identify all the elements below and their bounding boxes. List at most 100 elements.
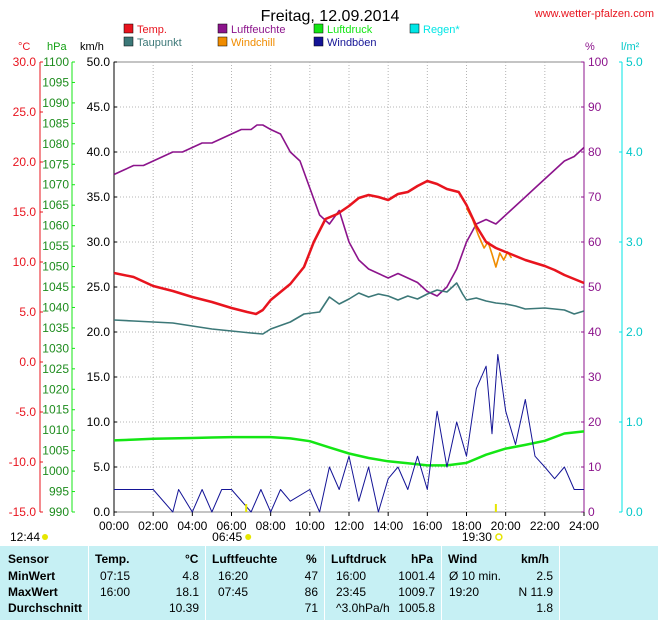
x-tick-2: 04:00 — [177, 519, 207, 533]
rain-axis-tick-1: 4.0 — [626, 145, 643, 159]
humidity-axis-tick-7: 30 — [588, 370, 602, 384]
x-tick-6: 12:00 — [334, 519, 364, 533]
hdr-humidity-unit: % — [306, 552, 317, 566]
x-tick-10: 20:00 — [491, 519, 521, 533]
wind-axis-tick-8: 10.0 — [87, 415, 111, 429]
legend-swatch-4 — [123, 36, 134, 47]
chart-title: Freitag, 12.09.2014 — [261, 8, 400, 25]
humidity-axis-tick-9: 10 — [588, 460, 602, 474]
stat-maxwert-t-val: 18.1 — [175, 585, 199, 599]
temp-axis-tick-7: -5.0 — [15, 405, 36, 419]
legend-swatch-3 — [409, 23, 420, 34]
wind-axis-tick-7: 15.0 — [87, 370, 111, 384]
stat-minwert-h-val: 47 — [304, 569, 318, 583]
hdr-temp-unit: °C — [185, 552, 199, 566]
legend-label-1: Luftfeuchte — [231, 24, 285, 36]
pressure-axis-tick-2: 1090 — [42, 96, 69, 110]
sunset-label: 19:30 — [462, 530, 492, 544]
stat-minwert-t-time: 07:15 — [100, 569, 131, 583]
pressure-axis-tick-20: 1000 — [42, 464, 69, 478]
series-group — [113, 124, 585, 513]
temp-unit-label: °C — [18, 41, 30, 53]
x-tick-5: 10:00 — [295, 519, 325, 533]
humidity-axis-tick-0: 100 — [588, 55, 608, 69]
pressure-axis-tick-12: 1040 — [42, 300, 69, 314]
legend-label-3: Regen* — [423, 24, 460, 36]
pressure-axis-tick-1: 1095 — [42, 75, 69, 89]
temp-axis-tick-3: 15.0 — [13, 205, 37, 219]
pressure-axis-tick-13: 1035 — [42, 321, 69, 335]
legend-label-0: Temp. — [137, 24, 167, 36]
series-luftfeuchte — [113, 124, 585, 297]
pressure-axis-tick-5: 1075 — [42, 157, 69, 171]
legend: Temp. Luftfeuchte Luftdruck Regen* Taupunkt W… — [123, 23, 460, 49]
series-windböen — [114, 354, 584, 513]
legend-label-2: Luftdruck — [327, 24, 373, 36]
temp-axis-tick-8: -10.0 — [9, 455, 37, 469]
sunrise-icon — [245, 534, 252, 540]
stat-maxwert-p-time: 23:45 — [336, 585, 367, 599]
stats-table: Sensor Temp. °C Luftfeuchte % Luftdruck … — [0, 546, 658, 620]
hdr-sensor: Sensor — [8, 552, 49, 566]
hdr-wind-unit: km/h — [521, 552, 550, 566]
temp-axis-tick-1: 25.0 — [13, 105, 37, 119]
stat-durchschnitt-w-val: 1.8 — [536, 601, 553, 615]
sunrise-label: 06:45 — [212, 530, 242, 544]
legend-swatch-1 — [217, 23, 228, 34]
humidity-axis-tick-10: 0 — [588, 505, 595, 519]
rain-axis-tick-4: 1.0 — [626, 415, 643, 429]
x-tick-4: 08:00 — [256, 519, 286, 533]
pressure-axis-tick-3: 1085 — [42, 116, 69, 130]
pressure-axis-tick-6: 1070 — [42, 178, 69, 192]
humidity-axis-tick-6: 40 — [588, 325, 602, 339]
humidity-axis-tick-4: 60 — [588, 235, 602, 249]
wind-axis-tick-9: 5.0 — [93, 460, 110, 474]
x-tick-12: 24:00 — [569, 519, 599, 533]
stat-minwert-t-val: 4.8 — [182, 569, 199, 583]
x-tick-3: 06:00 — [216, 519, 246, 533]
pressure-axis-tick-9: 1055 — [42, 239, 69, 253]
grid — [113, 61, 585, 513]
stat-maxwert-p-val: 1009.7 — [398, 585, 435, 599]
stat-minwert-h-time: 16:20 — [218, 569, 249, 583]
x-tick-8: 16:00 — [412, 519, 442, 533]
legend-label-5: Windchill — [231, 37, 275, 49]
rain-unit-label: l/m² — [621, 41, 640, 53]
axes: 30.0 25.0 20.0 15.0 10.0 5.0 0.0 -5.0 -10.0 -15.0… — [9, 55, 643, 533]
humidity-axis-tick-8: 20 — [588, 415, 602, 429]
legend-swatch-6 — [313, 36, 324, 47]
stat-durchschnitt-label: Durchschnitt — [8, 601, 83, 615]
pressure-axis-tick-21: 995 — [49, 485, 69, 499]
x-tick-1: 02:00 — [138, 519, 168, 533]
pressure-axis-tick-14: 1030 — [42, 341, 69, 355]
series-luftdruck — [113, 430, 585, 467]
stat-minwert-w-time: Ø 10 min. — [449, 569, 502, 583]
stat-maxwert-h-time: 07:45 — [218, 585, 249, 599]
rain-axis-tick-3: 2.0 — [626, 325, 643, 339]
pressure-axis-tick-0: 1100 — [43, 55, 69, 69]
series-temp — [113, 179, 585, 316]
legend-swatch-0 — [123, 23, 134, 34]
rain-axis-tick-0: 5.0 — [626, 55, 643, 69]
wind-axis-tick-3: 35.0 — [87, 190, 111, 204]
series-windchill — [465, 207, 513, 268]
sun-markers: 12:44 06:45 19:30 — [10, 504, 503, 544]
stat-minwert-p-val: 1001.4 — [398, 569, 435, 583]
weather-chart: Freitag, 12.09.2014 www.wetter-pfalzen.c… — [9, 8, 654, 544]
pressure-unit-label: hPa — [47, 41, 67, 53]
stat-durchschnitt-h-val: 71 — [304, 601, 318, 615]
hdr-wind: Wind — [448, 552, 478, 566]
humidity-unit-label: % — [585, 41, 595, 53]
temp-axis-tick-0: 30.0 — [13, 55, 37, 69]
stat-durchschnitt-t-val: 10.39 — [168, 601, 199, 615]
legend-swatch-5 — [217, 36, 228, 47]
sunset-icon — [495, 533, 503, 541]
pressure-axis-tick-8: 1060 — [42, 219, 69, 233]
stat-durchschnitt-p-time: ^3.0hPa/h — [336, 601, 390, 615]
x-tick-11: 22:00 — [530, 519, 560, 533]
stat-maxwert-label: MaxWert — [8, 585, 58, 599]
humidity-axis-tick-1: 90 — [588, 100, 602, 114]
daylength-label: 12:44 — [10, 530, 40, 544]
stat-minwert-p-time: 16:00 — [336, 569, 367, 583]
sun-icon — [42, 534, 48, 540]
